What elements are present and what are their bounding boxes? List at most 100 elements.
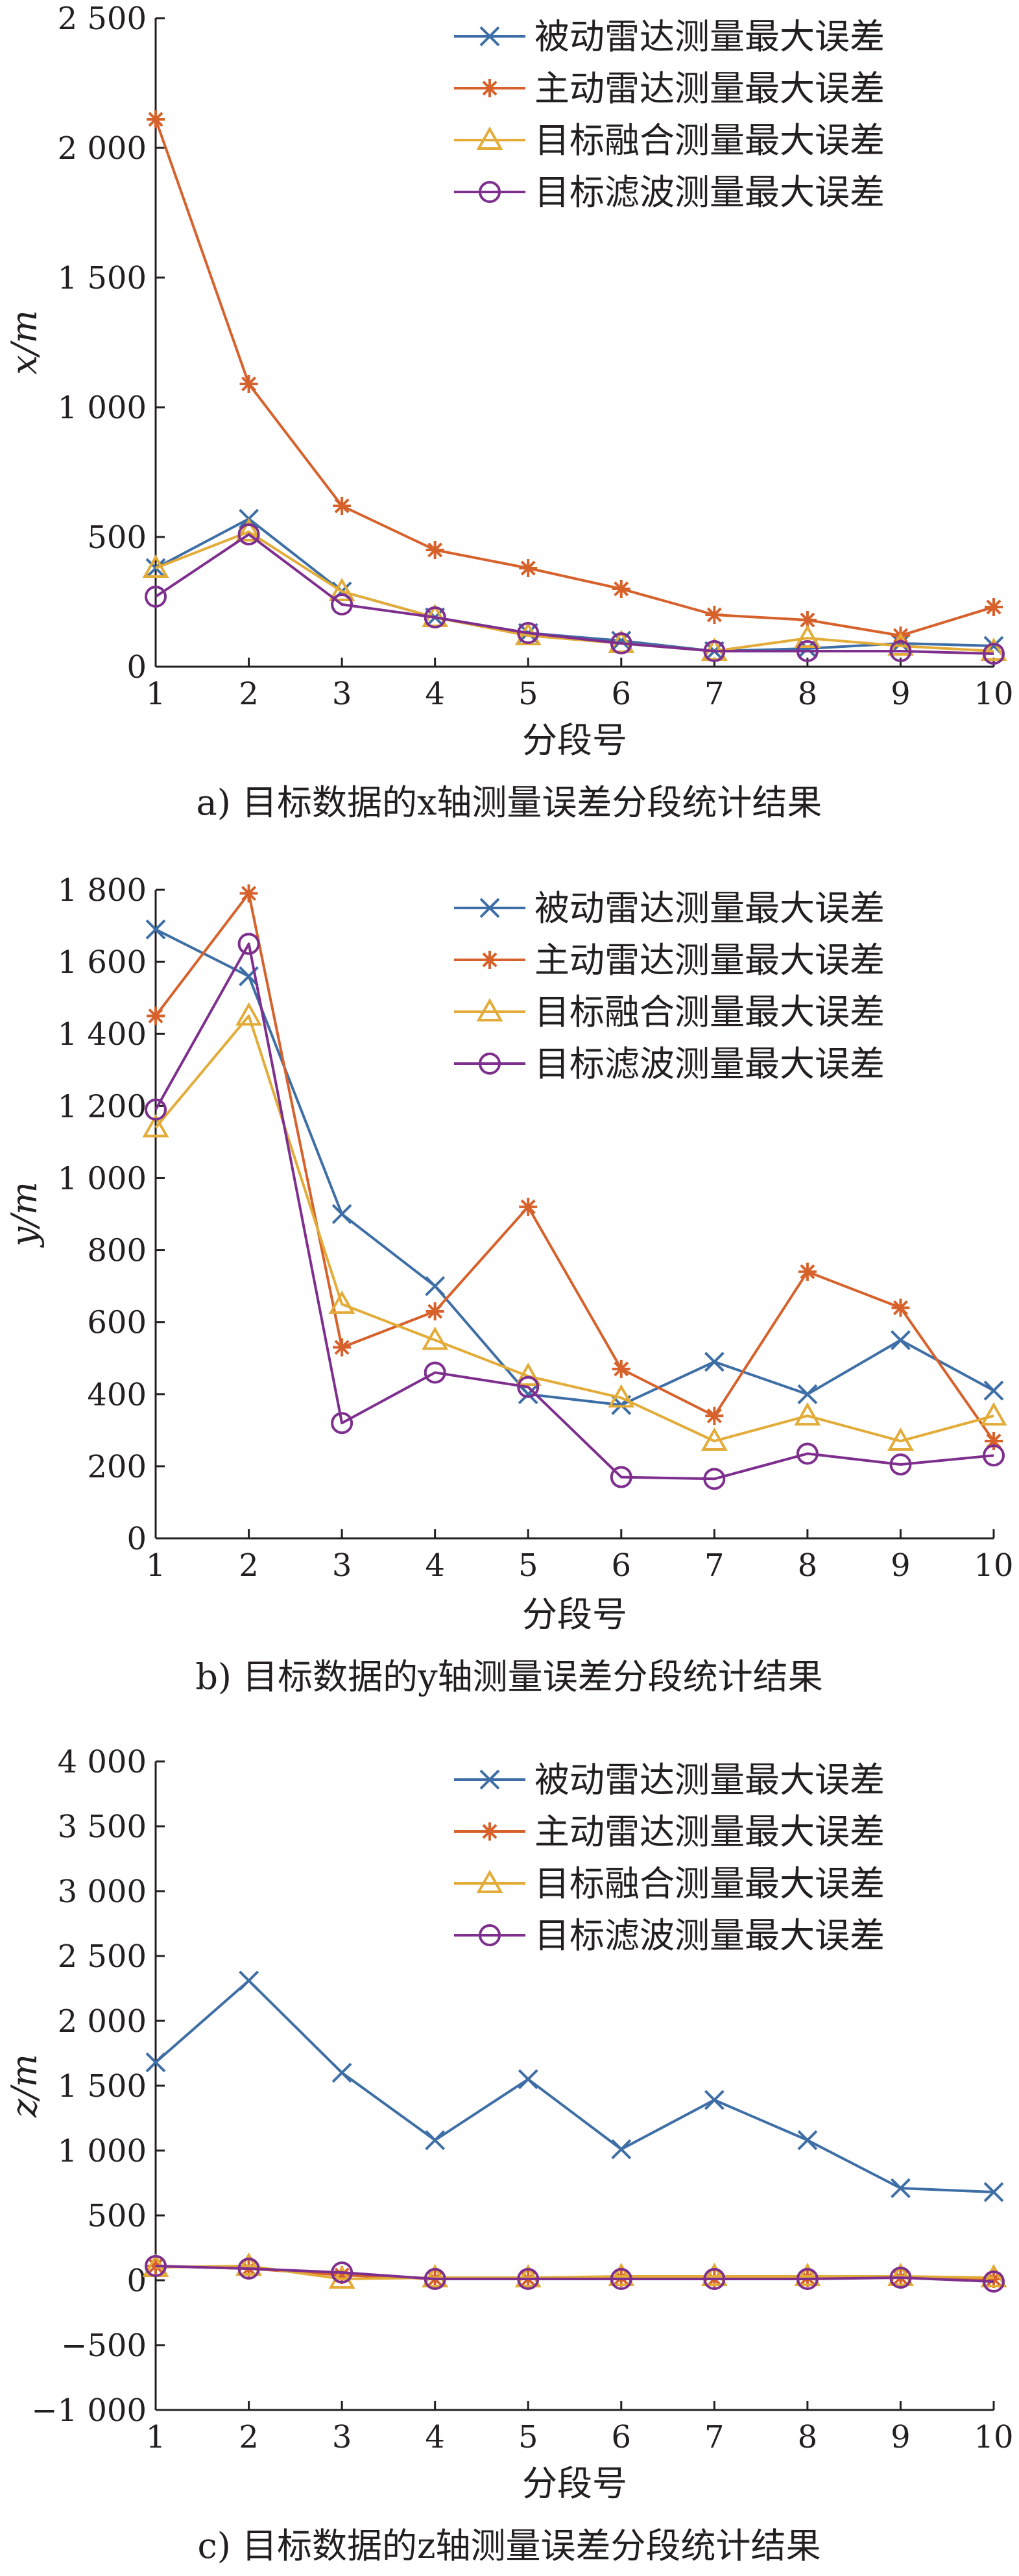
- data-point: [331, 2261, 354, 2284]
- data-point: [424, 2268, 446, 2290]
- data-point: [235, 2252, 262, 2276]
- series-line: [155, 2265, 994, 2280]
- y-tick-label: −500: [61, 2328, 147, 2364]
- data-point: [147, 110, 165, 128]
- data-point: [237, 933, 260, 955]
- data-point: [145, 919, 166, 940]
- data-point: [331, 1412, 354, 1435]
- legend-label: 目标融合测量最大误差: [534, 1863, 885, 1904]
- data-point: [794, 2262, 821, 2286]
- x-tick-label: 5: [518, 1547, 538, 1584]
- y-tick-label: 200: [87, 1449, 147, 1485]
- data-point: [425, 2130, 446, 2151]
- data-point: [887, 1427, 914, 1451]
- legend-label: 被动雷达测量最大误差: [534, 1759, 885, 1800]
- legend-marker: [481, 951, 499, 969]
- legend-marker: [476, 997, 503, 1021]
- x-tick-label: 6: [612, 676, 632, 712]
- data-point: [333, 1338, 352, 1357]
- y-tick-label: 0: [126, 649, 147, 686]
- data-point: [983, 1380, 1004, 1401]
- data-point: [612, 580, 630, 598]
- y-tick-label: 500: [87, 2198, 147, 2234]
- series-line: [155, 531, 994, 652]
- data-point: [889, 640, 912, 662]
- series-3: [142, 2252, 1007, 2289]
- data-point: [514, 2263, 542, 2287]
- series-3: [142, 1002, 1007, 1451]
- data-point: [422, 2263, 449, 2287]
- legend-label: 被动雷达测量最大误差: [534, 888, 885, 929]
- legend-item: 主动雷达测量最大误差: [454, 68, 885, 109]
- legend-item: 被动雷达测量最大误差: [454, 16, 885, 57]
- data-point: [889, 2267, 912, 2289]
- data-point: [422, 1326, 449, 1350]
- series-line: [154, 119, 994, 637]
- panel-caption: c) 目标数据的z轴测量误差分段统计结果: [198, 2525, 821, 2566]
- legend-marker: [476, 126, 503, 150]
- legend-marker: [479, 1053, 501, 1075]
- legend-item: 被动雷达测量最大误差: [454, 888, 885, 929]
- y-tick-label: 1 600: [58, 944, 147, 981]
- data-point: [426, 1302, 444, 1320]
- data-point: [608, 2262, 635, 2286]
- legend-marker: [479, 26, 500, 47]
- data-point: [239, 375, 258, 393]
- x-tick-label: 9: [891, 2419, 911, 2455]
- data-point: [703, 2268, 726, 2290]
- data-point: [331, 2062, 352, 2083]
- x-tick-label: 3: [332, 676, 352, 712]
- x-tick-label: 2: [239, 676, 259, 712]
- data-point: [328, 1290, 355, 1314]
- series-line: [154, 1014, 994, 1442]
- data-point: [798, 611, 817, 629]
- legend-item: 被动雷达测量最大误差: [454, 1759, 885, 1800]
- x-tick-label: 1: [146, 1547, 166, 1584]
- series-2: [147, 110, 1003, 645]
- x-tick-label: 5: [518, 676, 538, 712]
- x-tick-label: 6: [612, 2419, 632, 2455]
- data-point: [797, 2130, 818, 2151]
- x-tick-label: 8: [798, 1547, 818, 1584]
- data-point: [235, 518, 262, 542]
- data-point: [983, 2182, 1004, 2202]
- data-point: [145, 1098, 167, 1121]
- legend-label: 主动雷达测量最大误差: [534, 68, 885, 109]
- legend-label: 目标融合测量最大误差: [534, 992, 885, 1032]
- y-tick-label: 2 000: [58, 130, 147, 167]
- panel-caption: a) 目标数据的x轴测量误差分段统计结果: [197, 782, 822, 823]
- data-point: [983, 2271, 1005, 2293]
- x-tick-label: 1: [146, 2419, 166, 2455]
- data-point: [328, 577, 355, 601]
- data-point: [612, 1359, 630, 1378]
- data-point: [518, 2069, 538, 2090]
- legend-marker: [479, 898, 500, 918]
- legend-marker: [476, 1869, 503, 1893]
- chart-panel-c: −1 000 −500 0 500 1 000 1 500 2 000 2 500 3 000 3…: [4, 1744, 1014, 2566]
- legend-marker: [479, 1769, 500, 1790]
- legend-label: 主动雷达测量最大误差: [534, 940, 885, 981]
- x-tick-label: 7: [704, 2419, 725, 2455]
- data-point: [985, 2270, 1003, 2288]
- data-point: [891, 1330, 911, 1350]
- data-point: [704, 2090, 725, 2110]
- data-point: [891, 1298, 910, 1317]
- data-point: [426, 541, 444, 559]
- x-tick-label: 2: [239, 2419, 259, 2455]
- legend-marker: [479, 1924, 501, 1946]
- data-point: [425, 1276, 446, 1296]
- y-tick-label: 0: [126, 2263, 147, 2299]
- data-point: [331, 1204, 352, 1224]
- series-4: [145, 933, 1005, 1490]
- series-line: [154, 1979, 994, 2193]
- data-point: [889, 1453, 912, 1476]
- legend-item: 主动雷达测量最大误差: [454, 940, 885, 981]
- data-point: [142, 1114, 169, 1138]
- x-axis-label: 分段号: [522, 2463, 627, 2504]
- legend-item: 目标滤波测量最大误差: [454, 172, 885, 213]
- data-point: [608, 1384, 635, 1408]
- y-axis-label: y/m: [4, 1182, 45, 1248]
- y-tick-label: 2 000: [58, 2003, 147, 2040]
- data-point: [239, 884, 258, 903]
- x-tick-label: 10: [974, 2419, 1013, 2455]
